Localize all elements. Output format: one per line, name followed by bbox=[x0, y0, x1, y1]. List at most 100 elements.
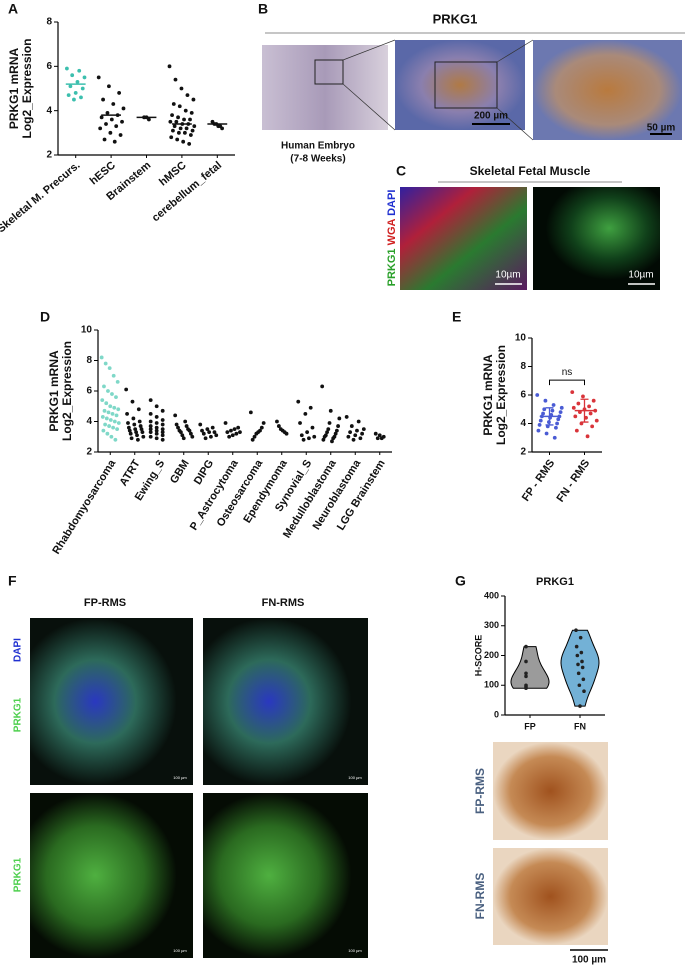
data-point bbox=[96, 75, 101, 80]
data-point bbox=[112, 419, 117, 424]
data-point bbox=[136, 437, 140, 442]
data-point bbox=[112, 405, 117, 410]
y-tick-label: 400 bbox=[484, 590, 499, 600]
data-point bbox=[310, 425, 315, 430]
data-point bbox=[358, 436, 363, 441]
data-point bbox=[185, 93, 190, 98]
x-tick-label: FN - RMS bbox=[554, 458, 592, 505]
data-point bbox=[115, 427, 120, 432]
data-point bbox=[114, 124, 119, 129]
data-point bbox=[107, 84, 111, 89]
data-point bbox=[113, 437, 118, 442]
violin bbox=[560, 629, 600, 707]
data-point bbox=[115, 379, 120, 384]
y-tick-label: 6 bbox=[520, 390, 526, 401]
data-point bbox=[308, 405, 313, 410]
data-point bbox=[183, 108, 188, 113]
data-point bbox=[355, 428, 359, 433]
data-point bbox=[326, 427, 331, 432]
y-axis-label: PRKG1 mRNA bbox=[481, 354, 495, 436]
data-point bbox=[177, 130, 181, 135]
data-point bbox=[591, 398, 596, 403]
ihc-image bbox=[493, 742, 608, 840]
data-point bbox=[124, 387, 129, 392]
data-point bbox=[575, 653, 580, 658]
stain-label: PRKG1 bbox=[386, 248, 398, 286]
scale-label: 100 µm bbox=[348, 948, 362, 953]
data-point bbox=[538, 418, 543, 423]
y-tick-label: 6 bbox=[46, 61, 52, 72]
data-point bbox=[176, 425, 180, 430]
data-point bbox=[108, 404, 113, 409]
data-point bbox=[138, 424, 143, 428]
muscle-image bbox=[400, 187, 527, 290]
data-point bbox=[188, 117, 192, 122]
y-axis-label: Log2_Expression bbox=[60, 341, 74, 441]
data-point bbox=[312, 434, 317, 439]
caption: Human Embryo bbox=[281, 141, 355, 152]
data-point bbox=[111, 373, 116, 378]
data-point bbox=[330, 439, 334, 444]
data-point bbox=[554, 425, 558, 430]
y-tick-label: 8 bbox=[46, 17, 52, 28]
data-point bbox=[104, 122, 108, 126]
data-point bbox=[112, 139, 117, 144]
data-point bbox=[77, 68, 82, 73]
data-point bbox=[590, 424, 595, 429]
y-tick-label: 300 bbox=[484, 620, 499, 630]
data-point bbox=[154, 425, 159, 430]
data-point bbox=[136, 407, 141, 412]
scale-label: 100 µm bbox=[572, 955, 606, 966]
data-point bbox=[227, 434, 232, 439]
data-point bbox=[179, 86, 184, 91]
data-point bbox=[344, 415, 349, 419]
data-point bbox=[576, 662, 580, 667]
data-point bbox=[576, 671, 581, 676]
scale-label: 10µm bbox=[628, 270, 653, 281]
data-point bbox=[102, 384, 106, 389]
panel-label: G bbox=[455, 573, 466, 589]
data-point bbox=[148, 424, 153, 428]
data-point bbox=[524, 671, 528, 676]
data-point bbox=[557, 414, 562, 419]
data-point bbox=[593, 408, 598, 413]
data-point bbox=[147, 117, 151, 122]
data-point bbox=[349, 424, 354, 428]
image-panels bbox=[30, 39, 682, 958]
data-point bbox=[148, 419, 153, 424]
data-point bbox=[187, 428, 192, 433]
y-tick-label: 10 bbox=[515, 333, 527, 344]
data-point bbox=[101, 97, 105, 102]
data-point bbox=[154, 415, 159, 419]
x-tick-label: ATRT bbox=[117, 458, 142, 489]
data-point bbox=[183, 419, 188, 424]
data-point bbox=[169, 135, 174, 140]
row-label: FN-RMS bbox=[473, 873, 487, 920]
data-point bbox=[160, 433, 165, 438]
scale-label: 50 µm bbox=[647, 123, 676, 134]
caption: (7-8 Weeks) bbox=[290, 154, 345, 165]
data-point bbox=[328, 408, 333, 413]
embryo-image bbox=[262, 45, 388, 130]
data-point bbox=[333, 431, 338, 436]
data-point bbox=[305, 430, 310, 435]
y-tick-label: 4 bbox=[86, 416, 92, 427]
data-point bbox=[80, 86, 85, 91]
data-point bbox=[73, 91, 78, 95]
zoom-line bbox=[342, 39, 396, 61]
data-point bbox=[98, 126, 103, 131]
y-axis-label: Log2_Expression bbox=[494, 345, 508, 445]
data-point bbox=[116, 407, 121, 412]
data-point bbox=[104, 416, 109, 421]
data-point bbox=[252, 434, 257, 439]
data-point bbox=[581, 677, 586, 682]
data-point bbox=[238, 430, 242, 435]
significance-bracket bbox=[549, 379, 585, 386]
panel-title: Skeletal Fetal Muscle bbox=[470, 164, 591, 178]
y-tick-label: 8 bbox=[520, 361, 526, 372]
data-point bbox=[120, 119, 124, 124]
if-image bbox=[30, 618, 193, 785]
scale-label: 10µm bbox=[495, 270, 520, 281]
data-point bbox=[180, 433, 185, 438]
data-point bbox=[102, 408, 107, 413]
